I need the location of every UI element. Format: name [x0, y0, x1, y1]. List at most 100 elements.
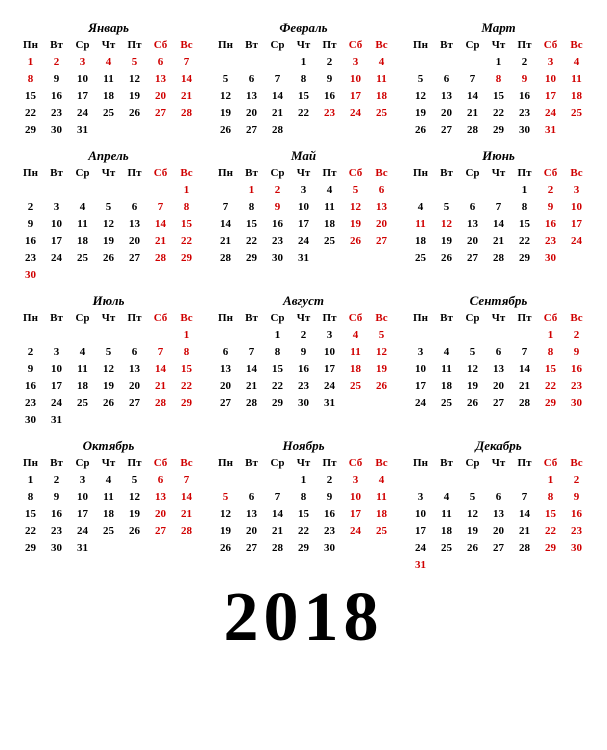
day-cell: 5 — [98, 200, 120, 215]
day-cell: 31 — [319, 396, 341, 411]
day-cell: 5 — [436, 200, 458, 215]
day-cell: 31 — [410, 558, 432, 573]
day-cell: 30 — [267, 251, 289, 266]
day-cell: 30 — [566, 396, 588, 411]
day-cell-empty — [436, 55, 458, 70]
month-title: Август — [283, 293, 324, 309]
day-cell: 1 — [176, 183, 198, 198]
day-cell: 25 — [72, 251, 94, 266]
day-grid: ПнВтСрЧтПтСбВс12345678910111213141516171… — [410, 39, 588, 138]
day-header: Пн — [215, 167, 237, 181]
day-cell-empty — [410, 473, 432, 488]
calendar-grid: ЯнварьПнВтСрЧтПтСбВс12345678910111213141… — [15, 20, 592, 573]
day-cell: 2 — [20, 200, 42, 215]
day-cell: 18 — [72, 379, 94, 394]
day-cell: 26 — [215, 541, 237, 556]
day-header: Вт — [436, 312, 458, 326]
day-cell-empty — [488, 183, 510, 198]
day-cell-empty — [215, 55, 237, 70]
day-header: Ср — [72, 39, 94, 53]
day-cell-empty — [410, 328, 432, 343]
day-cell: 24 — [72, 524, 94, 539]
day-cell: 14 — [462, 89, 484, 104]
day-header: Сб — [150, 39, 172, 53]
day-cell: 1 — [20, 473, 42, 488]
day-cell: 28 — [514, 541, 536, 556]
day-cell: 6 — [150, 55, 172, 70]
day-cell: 8 — [540, 490, 562, 505]
day-cell: 13 — [124, 362, 146, 377]
day-cell: 30 — [46, 541, 68, 556]
day-cell: 19 — [124, 89, 146, 104]
day-cell: 12 — [124, 72, 146, 87]
day-cell: 6 — [241, 72, 263, 87]
day-header: Пт — [124, 39, 146, 53]
day-cell: 18 — [319, 217, 341, 232]
day-cell: 31 — [72, 541, 94, 556]
day-cell: 27 — [150, 524, 172, 539]
day-cell: 29 — [20, 123, 42, 138]
day-cell-empty — [267, 473, 289, 488]
day-cell: 11 — [345, 345, 367, 360]
day-cell: 3 — [72, 55, 94, 70]
day-cell: 17 — [410, 379, 432, 394]
day-cell: 20 — [462, 234, 484, 249]
day-cell: 28 — [150, 396, 172, 411]
day-cell: 18 — [72, 234, 94, 249]
day-cell: 21 — [488, 234, 510, 249]
day-cell: 11 — [410, 217, 432, 232]
day-cell: 4 — [98, 473, 120, 488]
day-cell: 19 — [436, 234, 458, 249]
day-cell: 7 — [150, 345, 172, 360]
day-grid: ПнВтСрЧтПтСбВс12345678910111213141516171… — [20, 312, 198, 428]
day-cell: 28 — [215, 251, 237, 266]
day-cell: 16 — [566, 362, 588, 377]
day-header: Ср — [267, 39, 289, 53]
day-cell: 10 — [46, 217, 68, 232]
day-header: Сб — [540, 457, 562, 471]
day-cell: 31 — [72, 123, 94, 138]
day-cell: 10 — [540, 72, 562, 87]
day-cell: 1 — [293, 55, 315, 70]
day-header: Ср — [462, 39, 484, 53]
day-cell: 4 — [566, 55, 588, 70]
day-cell-empty — [241, 473, 263, 488]
day-cell: 2 — [20, 345, 42, 360]
day-cell: 16 — [20, 234, 42, 249]
day-cell: 29 — [540, 541, 562, 556]
day-cell: 5 — [371, 328, 393, 343]
day-cell: 12 — [98, 217, 120, 232]
day-cell: 27 — [150, 106, 172, 121]
month-title: Ноябрь — [282, 438, 324, 454]
day-cell: 30 — [514, 123, 536, 138]
day-cell-empty — [72, 328, 94, 343]
day-cell: 19 — [410, 106, 432, 121]
day-cell: 24 — [293, 234, 315, 249]
month-title: Январь — [88, 20, 129, 36]
day-cell: 26 — [98, 251, 120, 266]
day-cell: 11 — [98, 490, 120, 505]
day-cell: 1 — [540, 328, 562, 343]
day-header: Вс — [566, 39, 588, 53]
day-cell-empty — [215, 473, 237, 488]
day-cell: 5 — [345, 183, 367, 198]
day-cell: 9 — [20, 362, 42, 377]
day-cell: 26 — [98, 396, 120, 411]
year-label: 2018 — [15, 583, 592, 653]
day-header: Пт — [319, 39, 341, 53]
day-cell: 1 — [488, 55, 510, 70]
day-cell: 16 — [566, 507, 588, 522]
day-cell: 4 — [98, 55, 120, 70]
day-cell: 29 — [514, 251, 536, 266]
month-title: Июнь — [482, 148, 515, 164]
day-cell: 20 — [371, 217, 393, 232]
month-title: Сентябрь — [470, 293, 528, 309]
day-header: Пн — [410, 167, 432, 181]
day-cell: 2 — [514, 55, 536, 70]
day-cell: 19 — [215, 106, 237, 121]
day-cell: 22 — [514, 234, 536, 249]
day-header: Ср — [72, 457, 94, 471]
day-cell: 29 — [176, 396, 198, 411]
day-cell-empty — [410, 55, 432, 70]
day-cell: 11 — [98, 72, 120, 87]
